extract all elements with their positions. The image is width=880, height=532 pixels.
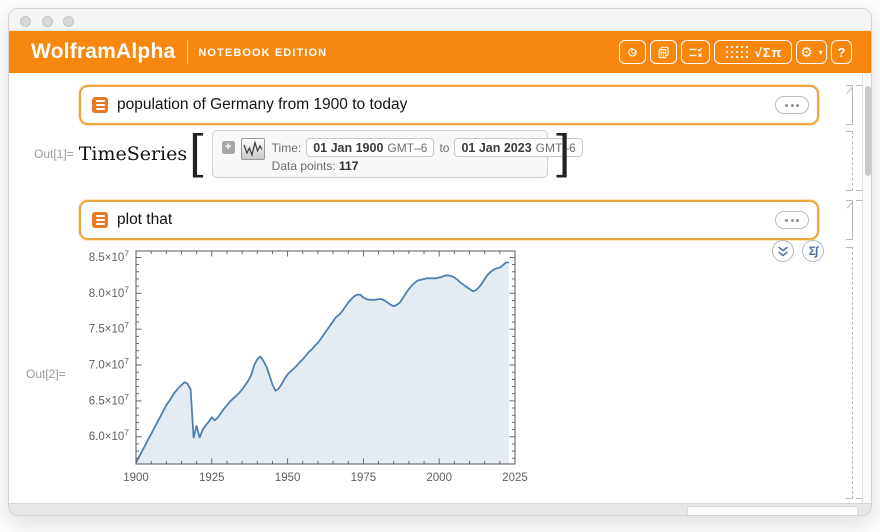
population-chart-svg: 1900 1925 1950 1975 2000 2025 6.0×107 6.5×107 7.…: [89, 248, 528, 484]
data-points-value: 117: [339, 159, 359, 173]
edition-label: NOTEBOOK EDITION: [198, 47, 328, 59]
population-chart: 1900 1925 1950 1975 2000 2025 6.0×107 6.5×107 7.…: [61, 245, 531, 497]
timeseries-summary-panel[interactable]: + Time: 01 Jan 1900 GMT–6 to: [211, 130, 583, 178]
to-date-pill: 01 Jan 2023 GMT–6: [454, 138, 583, 157]
natural-language-icon: [92, 212, 108, 228]
double-chevron-down-icon: [778, 245, 788, 256]
horizontal-scrollbar-thumb[interactable]: [687, 505, 858, 515]
cell-bracket-output-2[interactable]: [846, 247, 853, 499]
svg-text:1950: 1950: [275, 472, 301, 484]
to-zone: GMT–6: [535, 140, 576, 155]
gear-icon: ⚙: [800, 44, 813, 60]
output-cell-1: Out[1]= TimeSeries [ + Time: 01 Jan 1900…: [34, 125, 583, 183]
computation-options-button[interactable]: Σ∫: [802, 240, 824, 262]
math-symbols-label: √Σπ: [754, 44, 783, 60]
palettes-button[interactable]: [650, 40, 677, 64]
wolfram-spiral-icon: [628, 47, 637, 56]
help-button[interactable]: ?: [831, 40, 852, 64]
svg-text:8.0×107: 8.0×107: [89, 284, 130, 300]
help-label: ?: [837, 44, 846, 60]
svg-text:6.0×107: 6.0×107: [89, 428, 130, 444]
settings-button[interactable]: ⚙ ▾: [796, 40, 827, 64]
vertical-scrollbar-thumb[interactable]: [865, 86, 871, 176]
input-cell-1-text[interactable]: population of Germany from 1900 to today: [117, 96, 408, 113]
svg-text:2000: 2000: [426, 472, 452, 484]
from-date: 01 Jan 1900: [313, 140, 384, 155]
close-button[interactable]: [20, 16, 31, 27]
svg-text:7.0×107: 7.0×107: [89, 356, 130, 372]
open-bracket: [: [189, 125, 207, 183]
from-zone: GMT–6: [387, 140, 428, 155]
app-header: WolframAlpha NOTEBOOK EDITION: [9, 31, 871, 73]
checklist-button[interactable]: [681, 40, 710, 64]
natural-language-icon: [92, 97, 108, 113]
checklist-icon: [689, 47, 703, 58]
svg-text:1900: 1900: [123, 472, 149, 484]
to-date: 01 Jan 2023: [461, 140, 532, 155]
app-window: WolframAlpha NOTEBOOK EDITION: [8, 8, 872, 516]
close-bracket: ]: [552, 125, 571, 183]
cell-bracket-input-2[interactable]: [846, 200, 853, 240]
suggestions-more-button-1[interactable]: [775, 96, 809, 114]
timeseries-head: TimeSeries: [78, 143, 188, 165]
svg-text:2025: 2025: [502, 472, 528, 484]
collapse-output-button[interactable]: [772, 240, 794, 262]
sparkline-icon: [240, 138, 265, 160]
chevron-down-icon: ▾: [818, 47, 823, 57]
horizontal-scrollbar[interactable]: [9, 503, 871, 515]
vertical-scrollbar[interactable]: [862, 73, 871, 503]
expand-plus-button[interactable]: +: [221, 141, 235, 154]
cell-bracket-output-1[interactable]: [846, 131, 853, 191]
cell-bracket-input-1[interactable]: [846, 85, 853, 125]
titlebar[interactable]: [9, 9, 871, 31]
input-cell-2[interactable]: plot that: [79, 200, 819, 240]
math-input-button[interactable]: √Σπ: [714, 40, 792, 64]
minimize-button[interactable]: [42, 16, 53, 27]
brand-divider: [187, 40, 189, 64]
svg-text:6.5×107: 6.5×107: [89, 392, 130, 408]
time-label: Time:: [271, 140, 302, 155]
wolfram-spiral-button[interactable]: [619, 40, 646, 64]
notebook-content: population of Germany from 1900 to today…: [9, 73, 871, 503]
sigma-integral-icon: Σ∫: [808, 244, 818, 258]
out2-label: Out[2]=: [26, 367, 66, 381]
from-date-pill: 01 Jan 1900 GMT–6: [306, 138, 435, 157]
header-toolbar: √Σπ ⚙ ▾ ?: [619, 40, 852, 64]
input-cell-1[interactable]: population of Germany from 1900 to today: [79, 85, 819, 125]
svg-text:1925: 1925: [199, 472, 225, 484]
zoom-button[interactable]: [63, 16, 74, 27]
suggestions-more-button-2[interactable]: [775, 211, 809, 229]
input-cell-2-text[interactable]: plot that: [117, 211, 173, 228]
svg-text:1975: 1975: [351, 472, 377, 484]
to-word: to: [439, 140, 450, 155]
palettes-icon: [658, 46, 669, 58]
timeseries-summary-text: Time: 01 Jan 1900 GMT–6 to 01 Jan 2023 G…: [272, 138, 583, 173]
out1-label: Out[1]=: [34, 147, 74, 161]
svg-text:8.5×107: 8.5×107: [89, 248, 130, 263]
brand-logo: WolframAlpha: [31, 40, 176, 63]
svg-text:7.5×107: 7.5×107: [89, 320, 130, 336]
keyboard-icon: [725, 45, 748, 59]
data-points-label: Data points:: [271, 159, 336, 173]
